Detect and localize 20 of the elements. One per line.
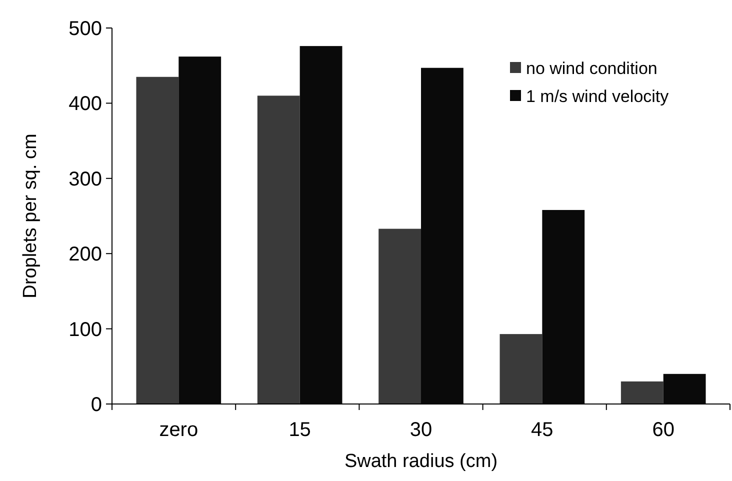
bar [136, 76, 179, 404]
x-tick-label: 30 [410, 419, 432, 441]
x-tick-label: 15 [288, 419, 311, 441]
legend-label: no wind condition [526, 58, 658, 78]
x-axis-title: Swath radius (cm) [344, 451, 498, 472]
y-tick-label: 0 [90, 394, 102, 416]
y-axis-title: Droplets per sq. cm [20, 134, 41, 298]
y-tick-label: 200 [68, 244, 102, 266]
y-tick-label: 400 [68, 93, 102, 116]
bar [257, 96, 300, 404]
y-tick-label: 100 [68, 318, 102, 341]
y-tick-label: 300 [68, 168, 102, 190]
bar [500, 334, 542, 404]
x-tick-label: 45 [531, 419, 554, 441]
y-tick-label: 500 [68, 18, 102, 40]
legend-label: 1 m/s wind velocity [526, 86, 670, 106]
x-tick-label: zero [159, 419, 198, 441]
bar [378, 228, 421, 404]
bar [620, 381, 664, 404]
x-tick-label: 60 [652, 419, 674, 441]
